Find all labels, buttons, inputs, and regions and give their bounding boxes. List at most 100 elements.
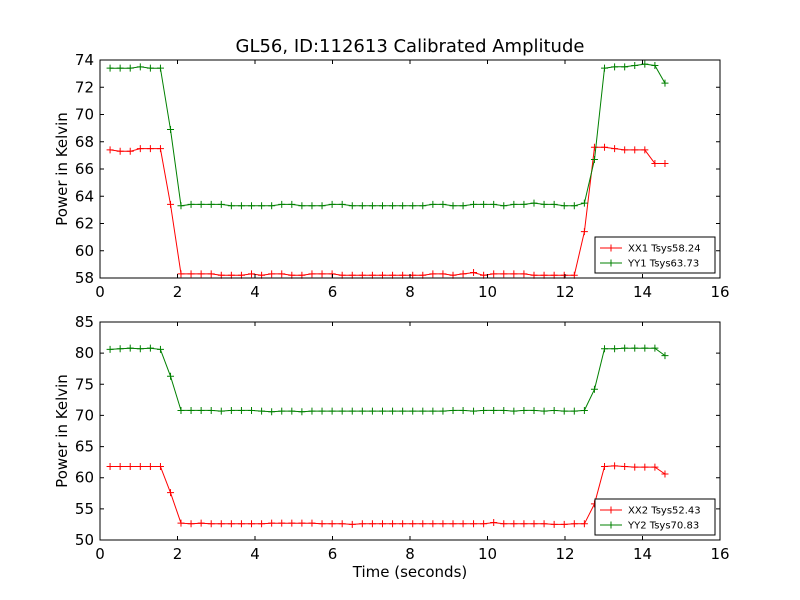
data-point-marker [621, 463, 629, 471]
data-point-marker [278, 407, 286, 415]
data-point-marker [146, 145, 154, 153]
data-point-marker [580, 520, 588, 528]
data-point-marker [540, 407, 548, 415]
data-point-marker [338, 407, 346, 415]
data-point-marker [641, 344, 649, 352]
data-point-marker [399, 407, 407, 415]
data-point-marker [631, 61, 639, 69]
data-point-marker [187, 406, 195, 414]
data-point-marker [560, 407, 568, 415]
x-tick-label: 4 [250, 545, 260, 563]
y-tick-label: 60 [75, 469, 94, 487]
data-point-marker [126, 64, 134, 72]
data-point-marker [641, 463, 649, 471]
data-point-marker [419, 407, 427, 415]
data-point-marker [651, 344, 659, 352]
data-point-marker [550, 200, 558, 208]
data-point-marker [611, 63, 619, 71]
data-point-marker [611, 145, 619, 153]
data-point-marker [268, 519, 276, 527]
x-tick-label: 14 [633, 283, 652, 301]
data-point-marker [490, 270, 498, 278]
y-tick-label: 58 [75, 269, 94, 287]
data-point-marker [389, 407, 397, 415]
chart-title: GL56, ID:112613 Calibrated Amplitude [236, 36, 585, 57]
data-point-marker [500, 520, 508, 528]
data-point-marker [217, 200, 225, 208]
x-tick-label: 12 [555, 283, 574, 301]
data-point-marker [601, 345, 609, 353]
data-point-marker [136, 463, 144, 471]
data-point-marker [156, 64, 164, 72]
data-point-marker [116, 64, 124, 72]
data-point-marker [197, 200, 205, 208]
data-point-marker [530, 199, 538, 207]
data-point-marker [136, 63, 144, 71]
data-point-marker [520, 270, 528, 278]
series-1-1 [106, 143, 669, 279]
data-point-marker [288, 519, 296, 527]
data-point-marker [258, 407, 266, 415]
subplot-2: 0 2 4 6 8 10 12 14 16 50 55 60 65 70 75 80 85 Power in Ke… [53, 313, 730, 581]
data-point-marker [126, 463, 134, 471]
data-point-marker [116, 147, 124, 155]
data-point-marker [661, 79, 669, 87]
series-2-1 [106, 462, 669, 528]
data-point-marker [328, 520, 336, 528]
data-point-marker [298, 408, 306, 416]
data-point-marker [156, 145, 164, 153]
legend-box [594, 236, 716, 274]
data-point-marker [106, 146, 114, 154]
data-point-marker [116, 463, 124, 471]
data-point-marker [167, 125, 175, 133]
data-point-marker [439, 270, 447, 278]
data-point-marker [217, 407, 225, 415]
data-point-marker [530, 406, 538, 414]
legend-entry: YY2 Tsys70.83 [600, 521, 699, 532]
y-tick-label: 64 [75, 187, 94, 205]
data-point-marker [419, 202, 427, 210]
x-tick-label: 6 [328, 283, 338, 301]
data-point-marker [480, 520, 488, 528]
data-point-marker [409, 407, 417, 415]
data-point-marker [510, 407, 518, 415]
data-point-marker [348, 202, 356, 210]
data-point-marker [580, 199, 588, 207]
data-point-marker [631, 463, 639, 471]
data-point-marker [237, 202, 245, 210]
data-point-marker [318, 520, 326, 528]
data-point-marker [540, 520, 548, 528]
x-tick-label: 10 [478, 545, 497, 563]
x-tick-label: 8 [405, 283, 415, 301]
data-point-marker [338, 520, 346, 528]
data-point-marker [248, 406, 256, 414]
y-tick-label: 68 [75, 133, 94, 151]
data-point-marker [580, 228, 588, 236]
data-point-marker [328, 200, 336, 208]
x-axis-label: Time (seconds) [352, 563, 468, 581]
data-point-marker [449, 520, 457, 528]
data-point-marker [146, 64, 154, 72]
data-point-marker [197, 270, 205, 278]
data-point-marker [449, 202, 457, 210]
data-point-marker [459, 520, 467, 528]
data-point-marker [621, 63, 629, 71]
data-point-marker [167, 489, 175, 497]
data-point-marker [490, 406, 498, 414]
y-tick-label: 65 [75, 438, 94, 456]
x-tick-label: 12 [555, 545, 574, 563]
data-point-marker [358, 520, 366, 528]
series-2-2 [106, 344, 669, 416]
data-point-marker [136, 345, 144, 353]
y-tick-label: 66 [75, 160, 94, 178]
data-point-marker [651, 463, 659, 471]
data-point-marker [378, 407, 386, 415]
data-point-marker [268, 202, 276, 210]
data-point-marker [429, 520, 437, 528]
x-tick-label: 16 [710, 283, 729, 301]
x-tick-label: 2 [173, 545, 183, 563]
x-tick-label: 2 [173, 283, 183, 301]
data-point-marker [439, 520, 447, 528]
data-point-marker [439, 200, 447, 208]
